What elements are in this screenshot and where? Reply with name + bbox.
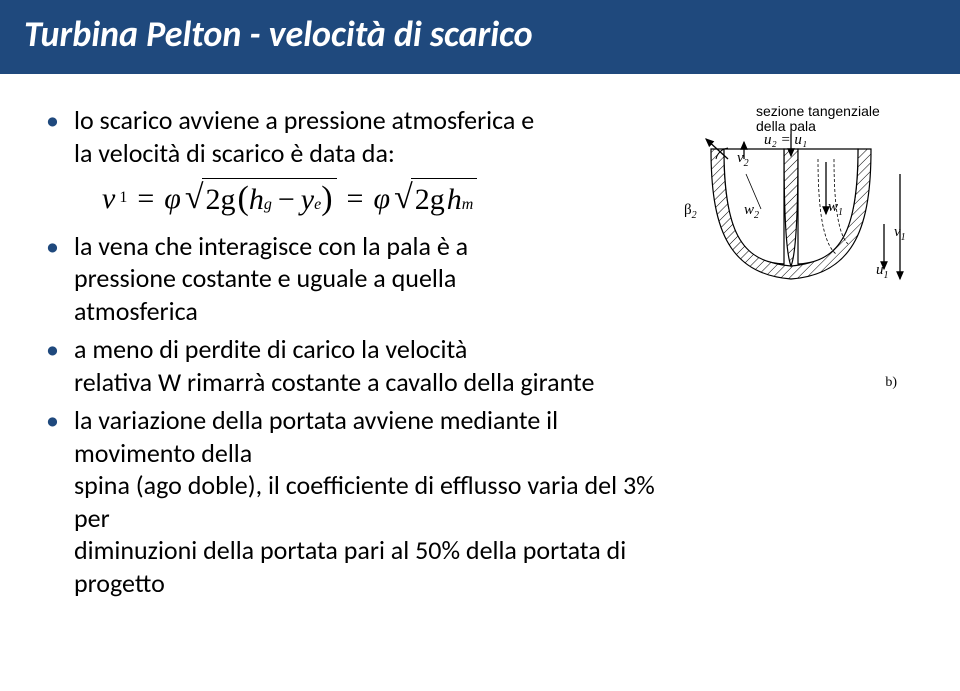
- bullet-2-line-1: la vena che interagisce con la pala è a: [74, 230, 468, 262]
- bullet-4-line-2: spina (ago doble), il coefficiente di ef…: [74, 469, 655, 534]
- bullet-4-line-3: diminuzioni della portata pari al 50% de…: [74, 534, 626, 599]
- var-y: y: [301, 181, 314, 219]
- var-h-2: h: [447, 181, 462, 219]
- pelton-bucket-diagram: sezione tangenziale della pala: [666, 104, 911, 414]
- sqrt-2: √ 2g hm: [394, 177, 477, 220]
- b2-s: 2: [692, 210, 697, 221]
- bullet-2-line-2: pressione costante e uguale a quella: [74, 262, 456, 294]
- u1-s: 1: [884, 270, 889, 281]
- u1-u: u: [876, 262, 884, 278]
- bullet-1: lo scarico avviene a pressione atmosferi…: [46, 104, 666, 220]
- var-h: h: [249, 181, 264, 219]
- v1-v: v: [894, 224, 901, 240]
- v1-s: 1: [901, 232, 906, 243]
- v2-s: 2: [744, 158, 749, 169]
- bullet-4: la variazione della portata avviene medi…: [46, 404, 666, 599]
- phi-1: φ: [164, 180, 181, 218]
- label-beta2: β2: [684, 202, 697, 221]
- b2-b: β: [684, 202, 692, 218]
- w2-s: 2: [754, 210, 759, 221]
- label-v1: v1: [894, 224, 906, 243]
- sub-g: g: [264, 195, 272, 215]
- v2-v: v: [737, 150, 744, 166]
- text-column: lo scarico avviene a pressione atmosferi…: [46, 104, 666, 605]
- bullet-2: la vena che interagisce con la pala è a …: [46, 230, 666, 328]
- u2u1-text: u₂ = u₁: [764, 132, 807, 148]
- label-w2: w2: [744, 202, 759, 221]
- w1-w: w: [828, 199, 838, 215]
- bullet-4-line-1: la variazione della portata avviene medi…: [74, 404, 558, 469]
- phi-2: φ: [373, 180, 390, 218]
- title-bar: Turbina Pelton - velocità di scarico: [0, 0, 960, 74]
- bullet-3-line-1: a meno di perdite di carico la velocità: [74, 333, 467, 365]
- eq-1: =: [137, 180, 154, 218]
- w1-s: 1: [838, 207, 843, 218]
- sub-1: 1: [119, 188, 127, 208]
- label-w1: w1: [828, 199, 843, 218]
- two-g-1: 2g: [206, 181, 236, 219]
- sqrt-1: √ 2g ( hg − ye ): [185, 177, 337, 220]
- content-area: lo scarico avviene a pressione atmosferi…: [0, 74, 960, 605]
- bullet-2-line-3: atmosferica: [74, 295, 198, 327]
- eq-2: =: [347, 180, 364, 218]
- formula: v1 = φ √ 2g ( hg − ye ) =: [102, 177, 666, 220]
- bullet-3-line-2: relativa W rimarrà costante a cavallo de…: [74, 366, 594, 398]
- sub-m: m: [462, 195, 474, 215]
- slide-title: Turbina Pelton - velocità di scarico: [24, 12, 936, 56]
- label-u2-eq-u1: u₂ = u₁: [764, 132, 807, 149]
- label-v2: v2: [737, 150, 749, 169]
- var-v: v: [102, 180, 115, 218]
- label-u1: u1: [876, 262, 889, 281]
- diagram-column: sezione tangenziale della pala: [666, 104, 926, 605]
- sub-e: e: [314, 195, 321, 215]
- bullet-1-line-2: la velocità di scarico è data da:: [74, 137, 395, 169]
- bullet-list: lo scarico avviene a pressione atmosferi…: [46, 104, 666, 599]
- minus: −: [278, 181, 295, 219]
- bullet-3: a meno di perdite di carico la velocità …: [46, 333, 666, 398]
- two-g-2: 2g: [415, 181, 445, 219]
- w2-w: w: [744, 202, 754, 218]
- bullet-1-line-1: lo scarico avviene a pressione atmosferi…: [74, 104, 534, 136]
- panel-label-b: b): [885, 375, 897, 391]
